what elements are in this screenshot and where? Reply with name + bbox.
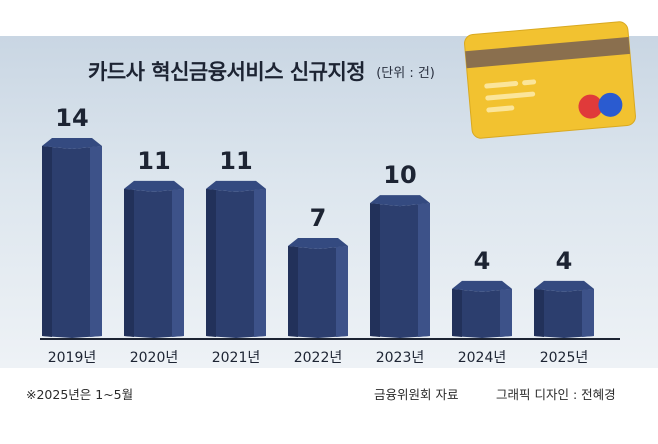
value-label: 14 (55, 104, 88, 132)
category-label: 2020년 (130, 350, 179, 366)
value-label: 10 (383, 161, 416, 189)
bar-2023년 (370, 195, 430, 338)
category-label: 2024년 (458, 350, 507, 366)
category-label: 2021년 (212, 350, 261, 366)
value-label: 11 (137, 147, 170, 175)
source-label: 금융위원회 자료 (374, 387, 459, 402)
value-label: 4 (474, 247, 491, 275)
bar-2022년 (288, 238, 348, 338)
credit-card-icon (464, 21, 636, 139)
footnote-period: ※2025년은 1~5월 (26, 387, 134, 402)
chart-title: 카드사 혁신금융서비스 신규지정 (88, 60, 366, 84)
category-label: 2023년 (376, 350, 425, 366)
category-label: 2022년 (294, 350, 343, 366)
bar-2020년 (124, 180, 184, 338)
bar-2024년 (452, 280, 512, 338)
unit-note: (단위 : 건) (376, 66, 435, 81)
design-credit: 그래픽 디자인 : 전혜경 (496, 387, 616, 402)
bar-2025년 (534, 280, 594, 338)
category-label: 2025년 (540, 350, 589, 366)
category-label: 2019년 (48, 350, 97, 366)
title-row: 카드사 혁신금융서비스 신규지정 (단위 : 건) (88, 56, 435, 86)
bar-2019년 (42, 138, 102, 338)
value-label: 4 (556, 247, 573, 275)
value-label: 11 (219, 147, 252, 175)
value-label: 7 (310, 204, 327, 232)
bar-2021년 (206, 180, 266, 338)
